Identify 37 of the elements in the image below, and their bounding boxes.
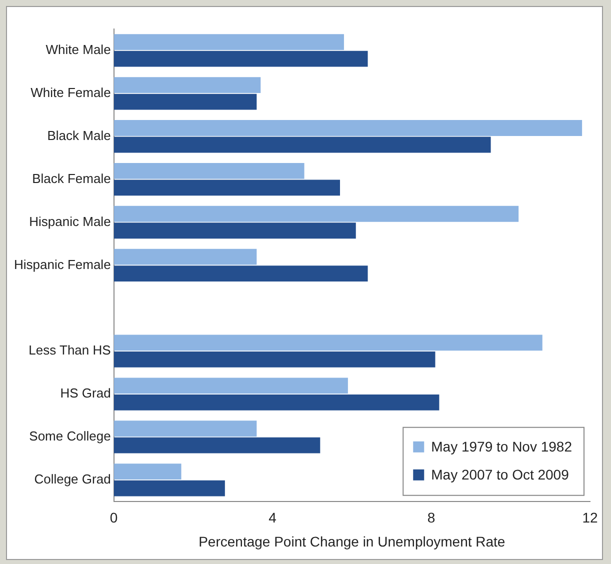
y-tick-label: HS Grad — [60, 386, 111, 401]
x-tick-label: 0 — [110, 510, 118, 526]
y-tick-label: Some College — [29, 428, 111, 444]
bar — [114, 162, 304, 179]
bar — [114, 94, 257, 110]
y-tick-label: Hispanic Female — [14, 256, 111, 272]
bar — [114, 77, 261, 93]
y-tick-label: White Female — [30, 84, 111, 100]
bar — [114, 464, 182, 480]
bar — [114, 34, 344, 50]
y-tick-label: White Male — [46, 42, 111, 58]
bar — [114, 206, 519, 222]
x-tick-label: 12 — [582, 510, 598, 526]
bar — [114, 50, 368, 67]
bar — [114, 334, 542, 351]
y-tick-label: Black Male — [47, 128, 111, 143]
y-tick-label: Hispanic Male — [29, 214, 111, 229]
bar — [114, 420, 257, 437]
bar — [114, 248, 257, 265]
bar — [114, 266, 368, 282]
bar — [114, 222, 356, 239]
bar — [114, 378, 348, 394]
bar — [114, 394, 440, 410]
y-tick-label: College Grad — [34, 472, 111, 487]
bar — [114, 437, 320, 454]
bar — [114, 352, 436, 368]
bar — [114, 180, 340, 196]
x-tick-label: 4 — [268, 510, 277, 526]
y-tick-label: Less Than HS — [28, 342, 112, 358]
bar — [114, 136, 491, 153]
y-tick-label: Black Female — [32, 170, 111, 186]
bar — [114, 480, 225, 496]
legend-label: May 1979 to Nov 1982 — [431, 438, 572, 454]
x-tick-label: 8 — [427, 510, 436, 526]
bar — [114, 120, 582, 136]
legend-label: May 2007 to Oct 2009 — [431, 466, 570, 482]
x-axis-title: Percentage Point Change in Unemployment Rate — [198, 533, 506, 550]
